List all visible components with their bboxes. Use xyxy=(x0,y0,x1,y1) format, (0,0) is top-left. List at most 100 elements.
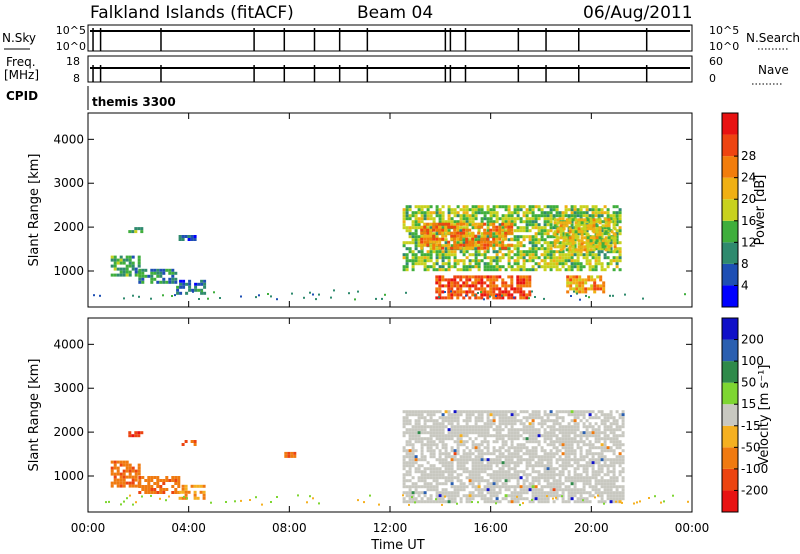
data-cell xyxy=(113,475,117,479)
data-cell xyxy=(495,464,499,468)
data-cell xyxy=(471,458,475,462)
data-cell xyxy=(284,451,288,455)
data-cell xyxy=(471,440,475,444)
data-cell xyxy=(420,452,424,456)
data-cell xyxy=(492,265,496,269)
data-cell xyxy=(178,238,182,241)
data-cell xyxy=(559,236,563,240)
data-cell xyxy=(471,205,475,209)
data-cell xyxy=(116,481,120,485)
data-cell xyxy=(543,473,547,477)
data-cell xyxy=(504,434,508,438)
data-cell xyxy=(552,428,556,432)
data-cell xyxy=(411,268,415,272)
data-cell xyxy=(495,250,499,254)
data-cell xyxy=(507,256,511,260)
data-cell xyxy=(516,208,520,212)
data-cell xyxy=(561,470,565,474)
ground-scatter-cell xyxy=(219,297,221,299)
data-cell xyxy=(534,491,538,495)
data-cell xyxy=(504,470,508,474)
data-cell xyxy=(435,225,439,229)
data-cell xyxy=(513,244,517,248)
data-cell xyxy=(492,281,496,285)
data-cell xyxy=(546,431,550,435)
ground-scatter-cell xyxy=(573,290,575,293)
data-cell xyxy=(531,413,535,417)
data-cell xyxy=(618,443,622,447)
data-cell xyxy=(119,255,123,259)
data-cell xyxy=(181,235,185,238)
data-cell xyxy=(486,452,490,456)
data-cell xyxy=(600,470,604,474)
data-cell xyxy=(450,278,454,282)
data-cell xyxy=(441,226,445,230)
data-cell xyxy=(572,287,576,291)
data-cell xyxy=(504,229,508,233)
data-cell xyxy=(510,437,514,441)
data-cell xyxy=(504,464,508,468)
data-cell xyxy=(411,437,415,441)
data-cell xyxy=(420,431,424,435)
data-cell xyxy=(549,431,553,435)
data-cell xyxy=(525,214,529,218)
data-cell xyxy=(567,250,571,254)
data-cell xyxy=(131,475,135,479)
data-cell xyxy=(444,250,448,254)
data-cell xyxy=(615,235,619,239)
data-cell xyxy=(621,476,625,480)
ground-scatter-cell xyxy=(576,292,578,295)
data-cell xyxy=(609,431,613,435)
data-cell xyxy=(486,446,490,450)
data-cell xyxy=(618,461,622,465)
data-cell xyxy=(600,208,604,212)
data-cell xyxy=(483,234,487,238)
data-cell xyxy=(483,256,487,260)
data-cell xyxy=(429,437,433,441)
data-cell xyxy=(429,250,433,254)
data-cell xyxy=(528,461,532,465)
data-cell xyxy=(558,241,562,245)
data-cell xyxy=(193,440,197,443)
data-cell xyxy=(128,255,132,259)
data-cell xyxy=(516,290,520,294)
nsky-panel: N.Sky 10^5 10^0 N.Search 10^5 10^0 xyxy=(2,24,800,53)
data-cell xyxy=(603,485,607,489)
data-cell xyxy=(462,464,466,468)
data-cell xyxy=(474,222,478,226)
data-cell xyxy=(119,258,123,262)
data-cell xyxy=(558,449,562,453)
data-cell xyxy=(618,247,622,251)
data-cell xyxy=(468,497,472,501)
data-cell xyxy=(615,250,619,254)
data-cell xyxy=(577,242,581,246)
x-tick-label: 20:00 xyxy=(574,521,609,535)
data-cell xyxy=(420,428,424,432)
data-cell xyxy=(450,428,454,432)
data-cell xyxy=(171,491,175,494)
data-cell xyxy=(603,431,607,435)
data-cell xyxy=(441,259,445,263)
data-cell xyxy=(549,220,553,224)
data-cell xyxy=(441,237,445,241)
data-cell xyxy=(432,500,436,504)
data-cell xyxy=(588,458,592,462)
data-cell xyxy=(504,246,508,250)
data-cell xyxy=(474,287,478,291)
data-cell xyxy=(600,464,604,468)
data-cell xyxy=(576,434,580,438)
data-cell xyxy=(555,232,559,236)
data-cell xyxy=(498,425,502,429)
data-cell xyxy=(477,434,481,438)
data-cell xyxy=(465,278,469,282)
data-cell xyxy=(606,485,610,489)
data-cell xyxy=(462,211,466,215)
data-cell xyxy=(128,230,132,234)
data-cell xyxy=(450,464,454,468)
data-cell xyxy=(489,488,493,492)
data-cell xyxy=(528,290,532,294)
data-cell xyxy=(177,482,181,485)
data-cell xyxy=(444,479,448,483)
data-cell xyxy=(411,220,415,224)
data-cell xyxy=(525,416,529,420)
